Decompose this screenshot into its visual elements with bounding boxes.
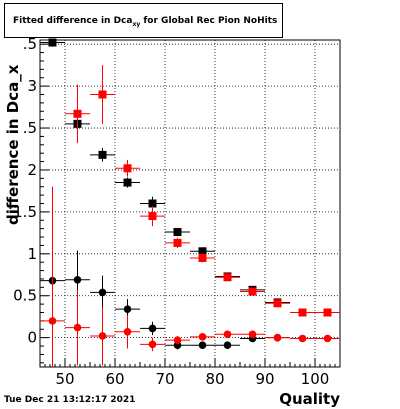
data-point-circle [248,330,257,339]
y-tick-label: 3 [27,77,37,95]
data-point-circle [273,333,282,342]
x-tick-label: 50 [55,370,74,388]
data-point-square [148,212,157,221]
data-point-square [148,199,157,208]
data-point-square [323,308,332,317]
title-box: Fitted difference in Dcaxy for Global Re… [4,3,283,38]
data-point-square [73,109,82,118]
data-point-circle [223,341,232,350]
footer-timestamp: Tue Dec 21 13:12:17 2021 [4,395,136,405]
data-point-circle [323,334,332,343]
data-point-square [48,38,57,47]
data-point-square [298,308,307,317]
data-point-circle [198,333,207,341]
data-point-circle [198,341,207,350]
data-point-circle [123,305,132,313]
data-point-circle [48,317,57,325]
data-point-square [198,254,207,262]
x-tick-label: 60 [105,370,124,388]
data-point-square [248,287,257,296]
x-tick-label: 90 [255,370,274,388]
data-point-square [223,273,232,282]
data-point-square [173,238,182,247]
data-point-circle [298,334,307,343]
data-point-square [198,247,207,256]
plot-frame [39,39,341,368]
data-point-circle [148,324,157,333]
x-tick-label: 70 [155,370,174,388]
data-point-square [123,178,132,187]
y-tick-label: 1 [27,245,37,263]
data-point-square [123,164,132,173]
data-point-square [98,90,107,99]
data-point-circle [98,332,107,340]
y-tick-label: .5 [23,119,37,137]
data-point-circle [73,276,82,284]
y-axis-label: difference in Dca_x [4,64,22,225]
chart-title: Fitted difference in Dcaxy for Global Re… [13,16,278,28]
data-point-square [98,150,107,159]
x-tick-label: 80 [205,370,224,388]
y-tick-label: 0.5 [13,287,37,305]
y-tick-label: 0 [27,329,37,347]
data-point-square [273,299,282,308]
y-tick-label: 1.5 [13,203,37,221]
data-point-circle [73,323,82,332]
x-axis-label: Quality [279,390,340,408]
x-tick-label: 100 [301,370,330,388]
data-point-circle [173,336,182,344]
data-point-circle [123,327,132,336]
data-point-square [173,228,182,237]
y-tick-label: 2 [27,161,37,179]
data-point-circle [148,340,157,349]
data-point-circle [223,330,232,339]
y-tick-label: .5 [23,35,37,53]
data-point-circle [98,288,107,297]
